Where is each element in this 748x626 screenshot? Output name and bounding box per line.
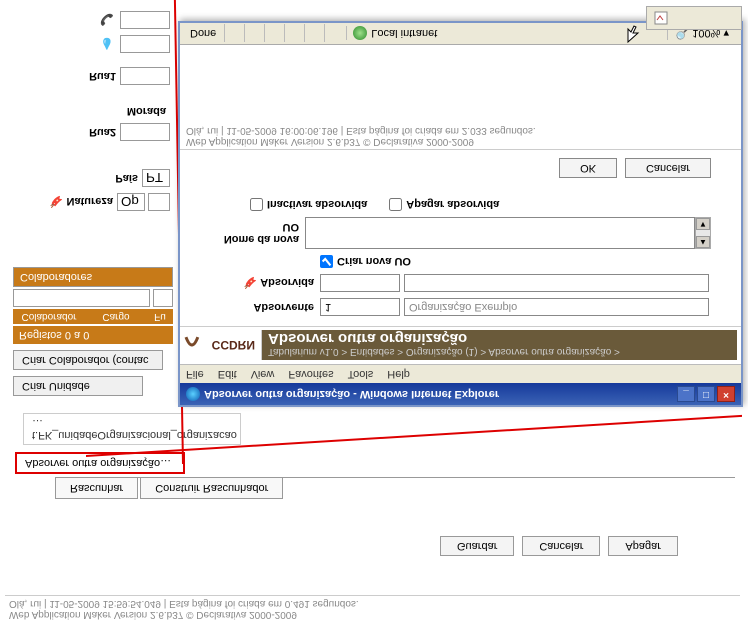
ie-icon bbox=[186, 387, 200, 401]
zone-text: Local intranet bbox=[371, 28, 437, 40]
pais-input[interactable] bbox=[142, 169, 170, 187]
colaboradores-bar: Colaboradores bbox=[13, 267, 173, 287]
criar-nova-checkbox[interactable] bbox=[320, 255, 333, 268]
popup-footer-1: Web Application Maker Version 2.6.b37 © … bbox=[186, 136, 474, 147]
status-zone: Local intranet bbox=[346, 27, 664, 41]
bg-status-1: Web Application Maker Version 2.6.b37 © … bbox=[9, 609, 297, 620]
bg-button-row: Guardar Cancelar Apagar bbox=[440, 536, 678, 556]
popup-window: Absorver outra organização - Windows Int… bbox=[178, 21, 743, 407]
intranet-icon bbox=[353, 27, 367, 41]
inactivar-checkbox[interactable] bbox=[250, 198, 263, 211]
misc-input-2[interactable] bbox=[120, 11, 170, 29]
colab-col-1: Colaborador bbox=[17, 311, 81, 322]
cancelar-button[interactable]: Cancelar bbox=[522, 536, 600, 556]
bg-status-2: Olá, rui | 11-05-2009 15:59:54.049 | Est… bbox=[9, 598, 359, 609]
maximize-button[interactable]: □ bbox=[697, 386, 715, 402]
rua1-label: Rua1 bbox=[89, 70, 116, 82]
phone-icon: 📞 bbox=[100, 14, 114, 27]
guardar-button[interactable]: Guardar bbox=[440, 536, 514, 556]
menu-edit[interactable]: Edit bbox=[218, 368, 237, 380]
nome-nova-label: Nome da nova UO bbox=[210, 221, 305, 245]
colab-row bbox=[13, 289, 173, 307]
scroll-down-icon[interactable]: ▼ bbox=[696, 218, 710, 230]
menubar: File Edit View Favorites Tools Help bbox=[180, 364, 741, 383]
criar-unidade-button[interactable]: Criar Unidade bbox=[13, 376, 143, 396]
paint-icon bbox=[653, 10, 669, 26]
breadcrumb-text: Tabularium v1.0 > Entidades > Organizaçã… bbox=[268, 347, 620, 358]
nome-nova-textarea[interactable] bbox=[305, 217, 695, 249]
tab-construir[interactable]: Construir Rascunhador bbox=[140, 478, 283, 499]
popup-heading: Absorver outra organização bbox=[268, 333, 731, 346]
menu-file[interactable]: File bbox=[186, 368, 204, 380]
absorvente-name-input[interactable] bbox=[404, 298, 709, 316]
checkbox-row: Inactivar absorvida Apagar absorvida bbox=[210, 198, 711, 211]
popup-form: Absorvente 🔖 Absorvida Criar nova UO Nom… bbox=[180, 178, 741, 326]
menu-view[interactable]: View bbox=[251, 368, 275, 380]
window-buttons: _ □ × bbox=[677, 386, 735, 402]
rua2-label: Rua2 bbox=[89, 126, 116, 138]
rua1-input[interactable] bbox=[120, 67, 170, 85]
colab-cell-2[interactable] bbox=[153, 289, 173, 307]
absorvida-label: 🔖 Absorvida bbox=[210, 277, 320, 290]
menu-tools[interactable]: Tools bbox=[348, 368, 374, 380]
colab-col-2: Cargo bbox=[84, 311, 148, 322]
registos-bar: Registos 0 a 0 bbox=[13, 326, 173, 344]
natureza-label: 🔖 Natureza bbox=[50, 196, 113, 209]
minimize-button[interactable]: _ bbox=[677, 386, 695, 402]
scroll-up-icon[interactable]: ▲ bbox=[696, 236, 710, 248]
absorvente-label: Absorvente bbox=[210, 301, 320, 313]
drop-icon: 💧 bbox=[100, 38, 114, 51]
bg-tabs: Rascunhar Construir Rascunhador bbox=[55, 477, 735, 499]
logo-ccdrn: CCDRN bbox=[184, 331, 262, 361]
bg-status-line: Web Application Maker Version 2.6.b37 © … bbox=[5, 595, 740, 622]
tab-rascunhar[interactable]: Rascunhar bbox=[55, 478, 138, 499]
misc-input-1[interactable] bbox=[120, 35, 170, 53]
popup-footer: Web Application Maker Version 2.6.b37 © … bbox=[180, 123, 741, 150]
colab-cell-1[interactable] bbox=[13, 289, 150, 307]
header-strip: CCDRN Tabularium v1.0 > Entidades > Orga… bbox=[180, 326, 741, 364]
inactivar-checkbox-label[interactable]: Inactivar absorvida bbox=[250, 198, 367, 211]
menu-help[interactable]: Help bbox=[387, 368, 410, 380]
popup-cancelar-button[interactable]: Cancelar bbox=[625, 158, 711, 178]
taskbar-fragment bbox=[646, 6, 742, 30]
breadcrumb-area: Tabularium v1.0 > Entidades > Organizaçã… bbox=[262, 331, 737, 361]
natureza-lookup[interactable] bbox=[148, 193, 170, 211]
absorvente-id-input[interactable] bbox=[320, 298, 400, 316]
popup-footer-2: Olá, rui | 11-05-2009 16:00:06.196 | Est… bbox=[186, 125, 536, 136]
ok-button[interactable]: OK bbox=[559, 158, 617, 178]
fk-link[interactable]: t.FK_unidadeOrganizacional_organizacao … bbox=[23, 413, 241, 445]
rua2-input[interactable] bbox=[120, 123, 170, 141]
criar-colab-button[interactable]: Criar Colaborador (contac bbox=[13, 350, 163, 370]
absorvida-name-input[interactable] bbox=[404, 274, 709, 292]
textarea-scrollbar[interactable]: ▲ ▼ bbox=[695, 217, 711, 249]
colab-col-3: Fu bbox=[151, 311, 169, 322]
apagar-button[interactable]: Apagar bbox=[608, 536, 677, 556]
status-done: Done bbox=[184, 28, 222, 40]
titlebar[interactable]: Absorver outra organização - Windows Int… bbox=[180, 383, 741, 405]
bg-fields: 🔖 Natureza País Rua2 Morada Rua1 💧 📞 bbox=[50, 5, 170, 211]
left-column: Criar Unidade Criar Colaborador (contac … bbox=[13, 267, 173, 396]
absorvida-id-input[interactable] bbox=[320, 274, 400, 292]
popup-button-row: OK Cancelar bbox=[180, 158, 741, 178]
apagar-checkbox-label[interactable]: Apagar absorvida bbox=[389, 198, 499, 211]
window-title: Absorver outra organização - Windows Int… bbox=[204, 388, 677, 400]
absorb-link-button[interactable]: Absorver outra organização… bbox=[15, 452, 185, 474]
close-button[interactable]: × bbox=[717, 386, 735, 402]
menu-favorites[interactable]: Favorites bbox=[288, 368, 333, 380]
apagar-absorvida-checkbox[interactable] bbox=[389, 198, 402, 211]
natureza-input[interactable] bbox=[117, 193, 145, 211]
morada-label: Morada bbox=[127, 105, 166, 117]
criar-nova-text: Criar nova UO bbox=[337, 256, 411, 268]
status-cells bbox=[224, 25, 344, 43]
colab-header-row: Colaborador Cargo Fu bbox=[13, 309, 173, 324]
pais-label: País bbox=[115, 172, 138, 184]
